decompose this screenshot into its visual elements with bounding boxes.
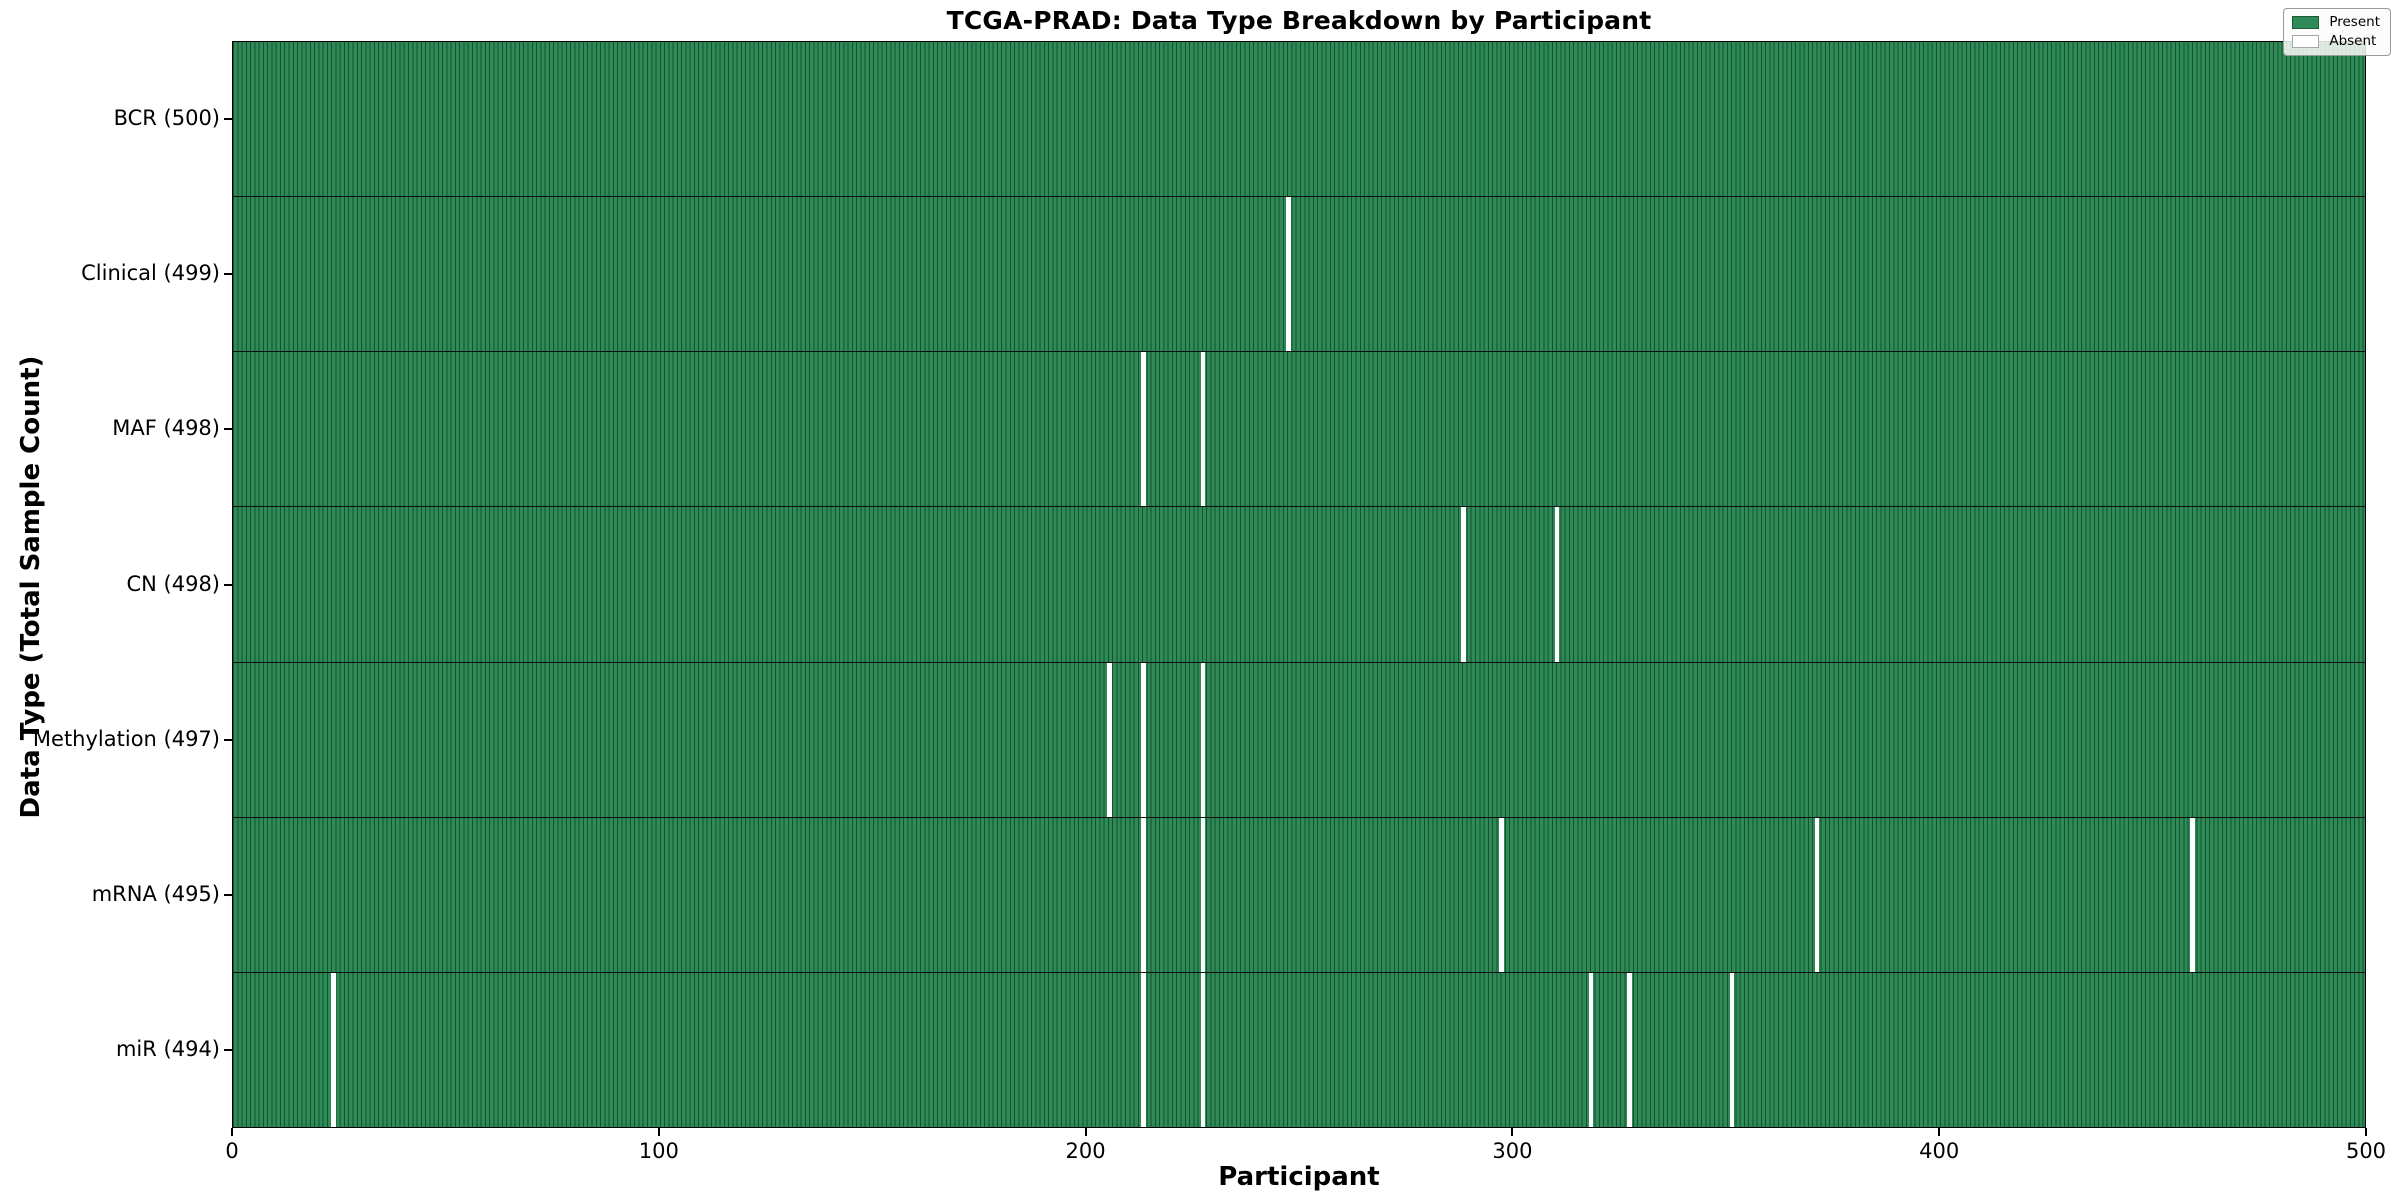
- absent-gap-methylation-205: [1107, 662, 1112, 817]
- ytick-mark: [224, 1049, 232, 1052]
- absent-gap-mrna-213: [1141, 817, 1146, 972]
- absent-gap-maf-227: [1200, 352, 1206, 507]
- present-swatch-icon: [2292, 16, 2320, 30]
- absent-gap-mir-318: [1588, 972, 1594, 1127]
- xtick-mark: [2365, 1128, 2367, 1136]
- ytick-label-bcr: BCR (500): [113, 105, 220, 130]
- row-bcr: [233, 42, 2365, 197]
- legend: Present Absent: [2283, 8, 2391, 56]
- absent-gap-mir-227: [1200, 972, 1206, 1127]
- ytick-label-maf: MAF (498): [112, 416, 220, 441]
- ytick-label-methylation: Methylation (497): [32, 726, 220, 751]
- xtick-mark: [1511, 1128, 1514, 1136]
- ytick-mark: [224, 272, 232, 275]
- absent-gap-cn-310: [1554, 507, 1560, 662]
- absent-gap-mir-351: [1729, 972, 1735, 1127]
- absent-gap-mrna-371: [1814, 817, 1820, 972]
- ytick-label-mrna: mRNA (495): [91, 882, 220, 907]
- absent-gap-mrna-297: [1499, 817, 1504, 972]
- legend-item-present: Present: [2292, 14, 2380, 30]
- absent-gap-methylation-227: [1200, 662, 1206, 817]
- row-mir: [233, 971, 2365, 1127]
- absent-gap-clinical-247: [1286, 197, 1291, 352]
- xtick-label-100: 100: [638, 1139, 679, 1163]
- absent-gap-cn-288: [1461, 507, 1466, 662]
- xtick-label-200: 200: [1065, 1139, 1106, 1163]
- ytick-label-cn: CN (498): [126, 571, 220, 596]
- absent-gap-mir-213: [1141, 972, 1146, 1127]
- xtick-label-400: 400: [1919, 1139, 1960, 1163]
- row-cn: [233, 506, 2365, 662]
- ytick-mark: [224, 738, 232, 741]
- ytick-label-clinical: Clinical (499): [81, 260, 220, 285]
- ytick-mark: [224, 117, 232, 120]
- absent-gap-mrna-459: [2190, 817, 2195, 972]
- legend-item-absent: Absent: [2292, 32, 2380, 49]
- legend-label-present: Present: [2329, 14, 2380, 30]
- xtick-mark: [231, 1128, 233, 1136]
- chart-title: TCGA-PRAD: Data Type Breakdown by Partic…: [946, 6, 1652, 35]
- xtick-mark: [1938, 1128, 1941, 1136]
- absent-gap-maf-213: [1141, 352, 1146, 507]
- absent-swatch-icon: [2292, 34, 2320, 48]
- xtick-mark: [1084, 1128, 1087, 1136]
- xtick-label-300: 300: [1492, 1139, 1533, 1163]
- ytick-mark: [224, 583, 232, 586]
- absent-gap-methylation-213: [1141, 662, 1146, 817]
- xtick-label-500: 500: [2345, 1139, 2387, 1163]
- plot-area: [232, 41, 2366, 1128]
- row-maf: [233, 351, 2365, 507]
- x-axis-title: Participant: [1218, 1162, 1380, 1192]
- row-methylation: [233, 661, 2365, 817]
- legend-label-absent: Absent: [2329, 32, 2377, 49]
- ytick-label-mir: miR (494): [115, 1037, 220, 1062]
- ytick-mark: [224, 894, 232, 897]
- row-clinical: [233, 196, 2365, 352]
- row-mrna: [233, 816, 2365, 972]
- absent-gap-mrna-227: [1200, 817, 1206, 972]
- absent-gap-mir-23: [331, 972, 336, 1127]
- ytick-mark: [224, 428, 232, 431]
- xtick-label-0: 0: [225, 1139, 239, 1163]
- absent-gap-mir-327: [1627, 972, 1632, 1127]
- xtick-mark: [657, 1128, 660, 1136]
